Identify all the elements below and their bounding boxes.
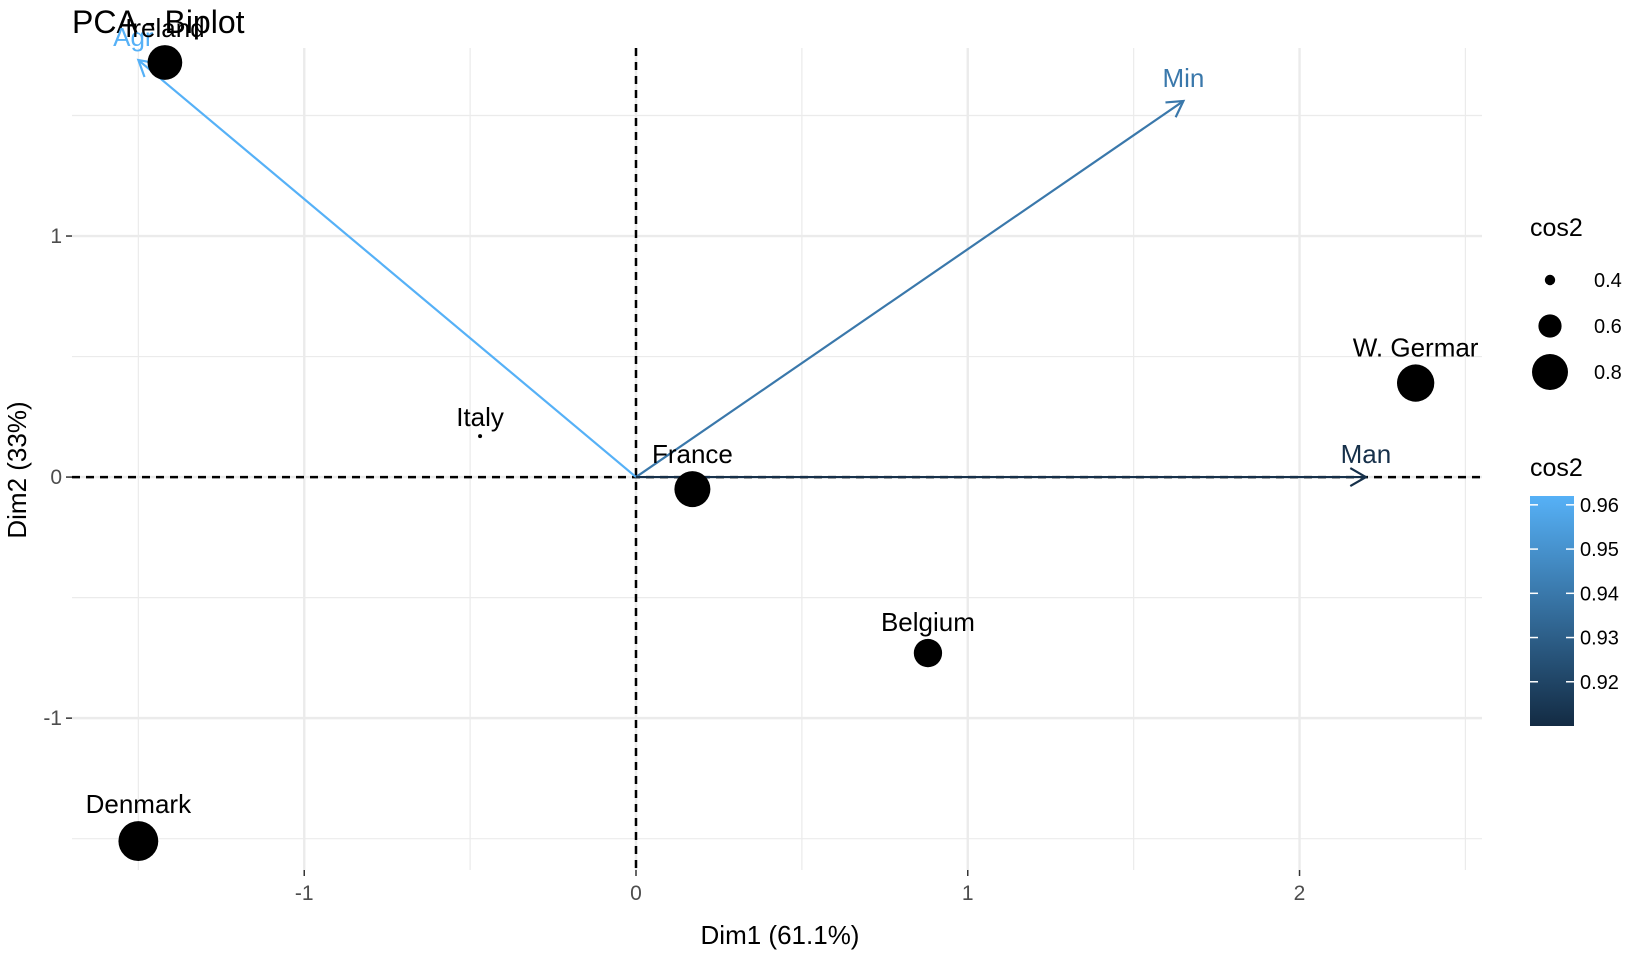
individual-point xyxy=(1397,364,1435,402)
legend-color-title: cos2 xyxy=(1530,454,1583,482)
x-tick-label: 0 xyxy=(630,882,642,905)
legend-color: cos2 0.96 0.95 0.94 0.93 0.92 xyxy=(1530,454,1619,726)
legend-size-symbol xyxy=(1544,274,1556,286)
legend-color-label: 0.94 xyxy=(1580,583,1619,605)
legend-color-label: 0.92 xyxy=(1580,672,1619,694)
variable-label: Agr xyxy=(113,22,154,52)
legend-size-label: 0.8 xyxy=(1594,362,1622,384)
individual-label: W. Germar xyxy=(1353,332,1479,362)
legend-size-symbol xyxy=(1532,354,1568,390)
individual-label: Belgium xyxy=(881,607,975,637)
y-tick-label: -1 xyxy=(43,707,62,730)
axis-ticks: -1 0 1 2 1 0 -1 xyxy=(43,225,1305,905)
reference-lines xyxy=(72,48,1482,870)
legend-size-symbol xyxy=(1538,314,1562,338)
x-tick-label: 2 xyxy=(1294,882,1306,905)
y-axis-label: Dim2 (33%) xyxy=(2,401,32,538)
variable-label: Min xyxy=(1162,63,1204,93)
chart-title: PCA - Biplot xyxy=(72,4,245,40)
individual-point xyxy=(118,821,159,861)
legend-color-bar xyxy=(1530,496,1574,726)
individual-point xyxy=(147,45,183,80)
individual-point xyxy=(913,638,943,668)
legend-size-label: 0.4 xyxy=(1594,270,1622,292)
individual-points: Ireland Italy France Belgium W. Germar Denmar… xyxy=(86,13,1479,861)
variable-arrow-line xyxy=(635,100,1185,478)
variable-arrows: Agr Min Man xyxy=(113,22,1392,488)
individual-point xyxy=(674,471,711,508)
legend-size-title: cos2 xyxy=(1530,214,1583,242)
legend-size: cos2 0.4 0.6 0.8 xyxy=(1530,214,1622,390)
individual-label: Denmark xyxy=(86,789,192,819)
legend-color-label: 0.93 xyxy=(1580,628,1619,650)
variable-arrow-head xyxy=(1165,99,1186,118)
x-tick-label: -1 xyxy=(295,882,314,905)
x-tick-label: 1 xyxy=(962,882,974,905)
y-tick-label: 1 xyxy=(50,225,62,248)
legend-color-label: 0.96 xyxy=(1580,495,1619,517)
grid xyxy=(72,48,1482,870)
individual-point xyxy=(478,434,483,439)
legend-size-label: 0.6 xyxy=(1594,316,1622,338)
individual-label: France xyxy=(652,439,733,469)
y-tick-label: 0 xyxy=(50,466,62,489)
variable-label: Man xyxy=(1341,439,1392,469)
variable-arrow-line xyxy=(137,59,637,478)
legend-color-label: 0.95 xyxy=(1580,539,1619,561)
individual-label: Ireland xyxy=(125,13,205,43)
x-axis-label: Dim1 (61.1%) xyxy=(701,920,860,950)
individual-label: Italy xyxy=(456,402,504,432)
variable-arrow-head xyxy=(1349,467,1369,488)
